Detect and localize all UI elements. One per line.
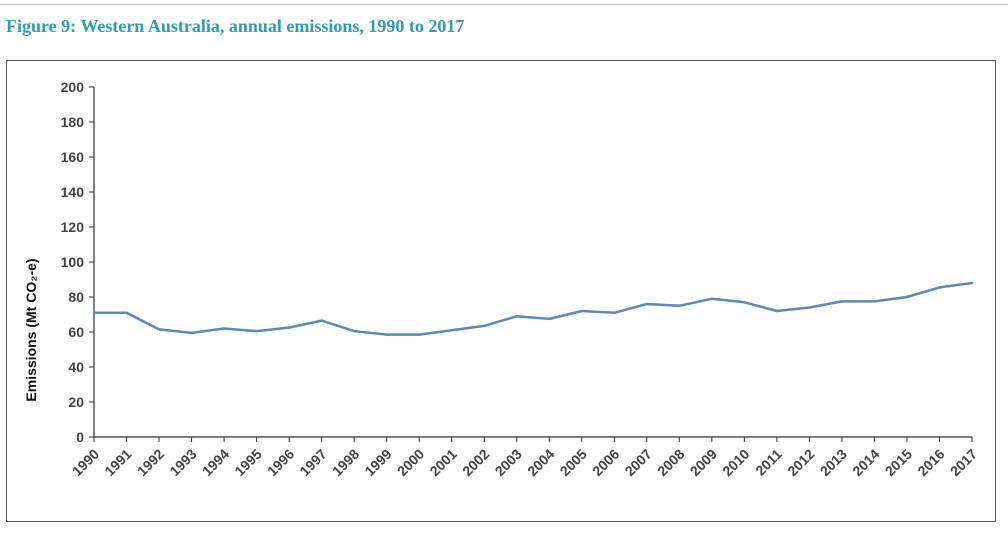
emissions-series-line [94, 281, 973, 336]
x-tick-label: 2009 [687, 446, 720, 479]
data-point [385, 333, 388, 336]
data-point [450, 329, 453, 332]
x-tick-label: 1994 [199, 446, 232, 479]
y-tick-label: 100 [61, 254, 85, 270]
y-tick-label: 200 [61, 79, 85, 95]
x-tick-label: 1997 [296, 446, 329, 479]
x-tick-label: 2016 [914, 446, 947, 479]
x-tick-label: 2007 [622, 446, 655, 479]
x-tick-label: 1995 [231, 446, 264, 479]
y-tick-label: 140 [61, 184, 85, 200]
data-point [157, 328, 161, 331]
data-point [352, 329, 356, 333]
y-tick-label: 180 [61, 114, 85, 130]
x-tick-label: 2017 [947, 446, 980, 479]
x-tick-label: 2011 [752, 446, 785, 479]
y-tick-label: 120 [61, 219, 85, 235]
x-tick-label: 2013 [817, 446, 850, 479]
data-point [417, 333, 421, 336]
top-rule [0, 4, 1008, 5]
x-tick-label: 2006 [589, 446, 622, 479]
x-tick-label: 2001 [426, 446, 459, 479]
data-point [190, 331, 193, 335]
data-point [970, 281, 974, 285]
x-tick-label: 1991 [101, 446, 134, 479]
x-tick-label: 2003 [492, 446, 525, 479]
x-tick-label: 2008 [654, 446, 687, 479]
data-point [320, 319, 323, 322]
data-point [645, 302, 649, 306]
x-tick-label: 1998 [329, 446, 362, 479]
data-point [222, 327, 226, 330]
x-tick-label: 1992 [134, 446, 167, 479]
data-point [873, 300, 876, 303]
data-point [483, 324, 486, 328]
y-tick-label: 160 [61, 149, 85, 165]
data-point [808, 306, 811, 309]
data-point [613, 311, 616, 314]
x-tick-label: 2004 [524, 446, 557, 479]
data-point [938, 286, 941, 289]
data-point [905, 295, 909, 299]
y-tick-label: 60 [68, 324, 84, 340]
figure-title: Figure 9: Western Australia, annual emis… [6, 16, 465, 36]
data-point [515, 315, 518, 318]
data-point [743, 301, 746, 304]
x-tick-label: 2014 [849, 446, 882, 479]
data-point [125, 311, 128, 314]
x-tick-label: 2005 [557, 446, 590, 479]
x-tick-label: 2010 [719, 446, 752, 479]
x-tick-label: 2015 [882, 446, 915, 479]
data-point [92, 311, 96, 314]
x-tick-label: 2002 [459, 446, 492, 479]
data-point [710, 297, 714, 300]
y-tick-label: 20 [68, 394, 84, 410]
y-tick-label: 0 [76, 429, 84, 445]
data-point [287, 326, 291, 329]
x-tick-label: 1999 [361, 446, 394, 479]
data-point [580, 309, 583, 313]
x-tick-label: 2012 [784, 446, 817, 479]
data-point [548, 317, 551, 321]
x-tick-label: 2000 [394, 446, 427, 479]
x-tick-label: 1990 [69, 446, 102, 479]
data-point [840, 300, 844, 303]
data-point [775, 309, 779, 313]
chart-frame [6, 60, 996, 522]
y-tick-label: 40 [68, 359, 84, 375]
y-tick-label: 80 [68, 289, 84, 305]
x-tick-label: 1996 [264, 446, 297, 479]
data-point [255, 329, 258, 333]
x-tick-label: 1993 [166, 446, 199, 479]
data-point [678, 304, 681, 307]
y-axis-title: Emissions (Mt CO₂-e) [23, 258, 39, 401]
